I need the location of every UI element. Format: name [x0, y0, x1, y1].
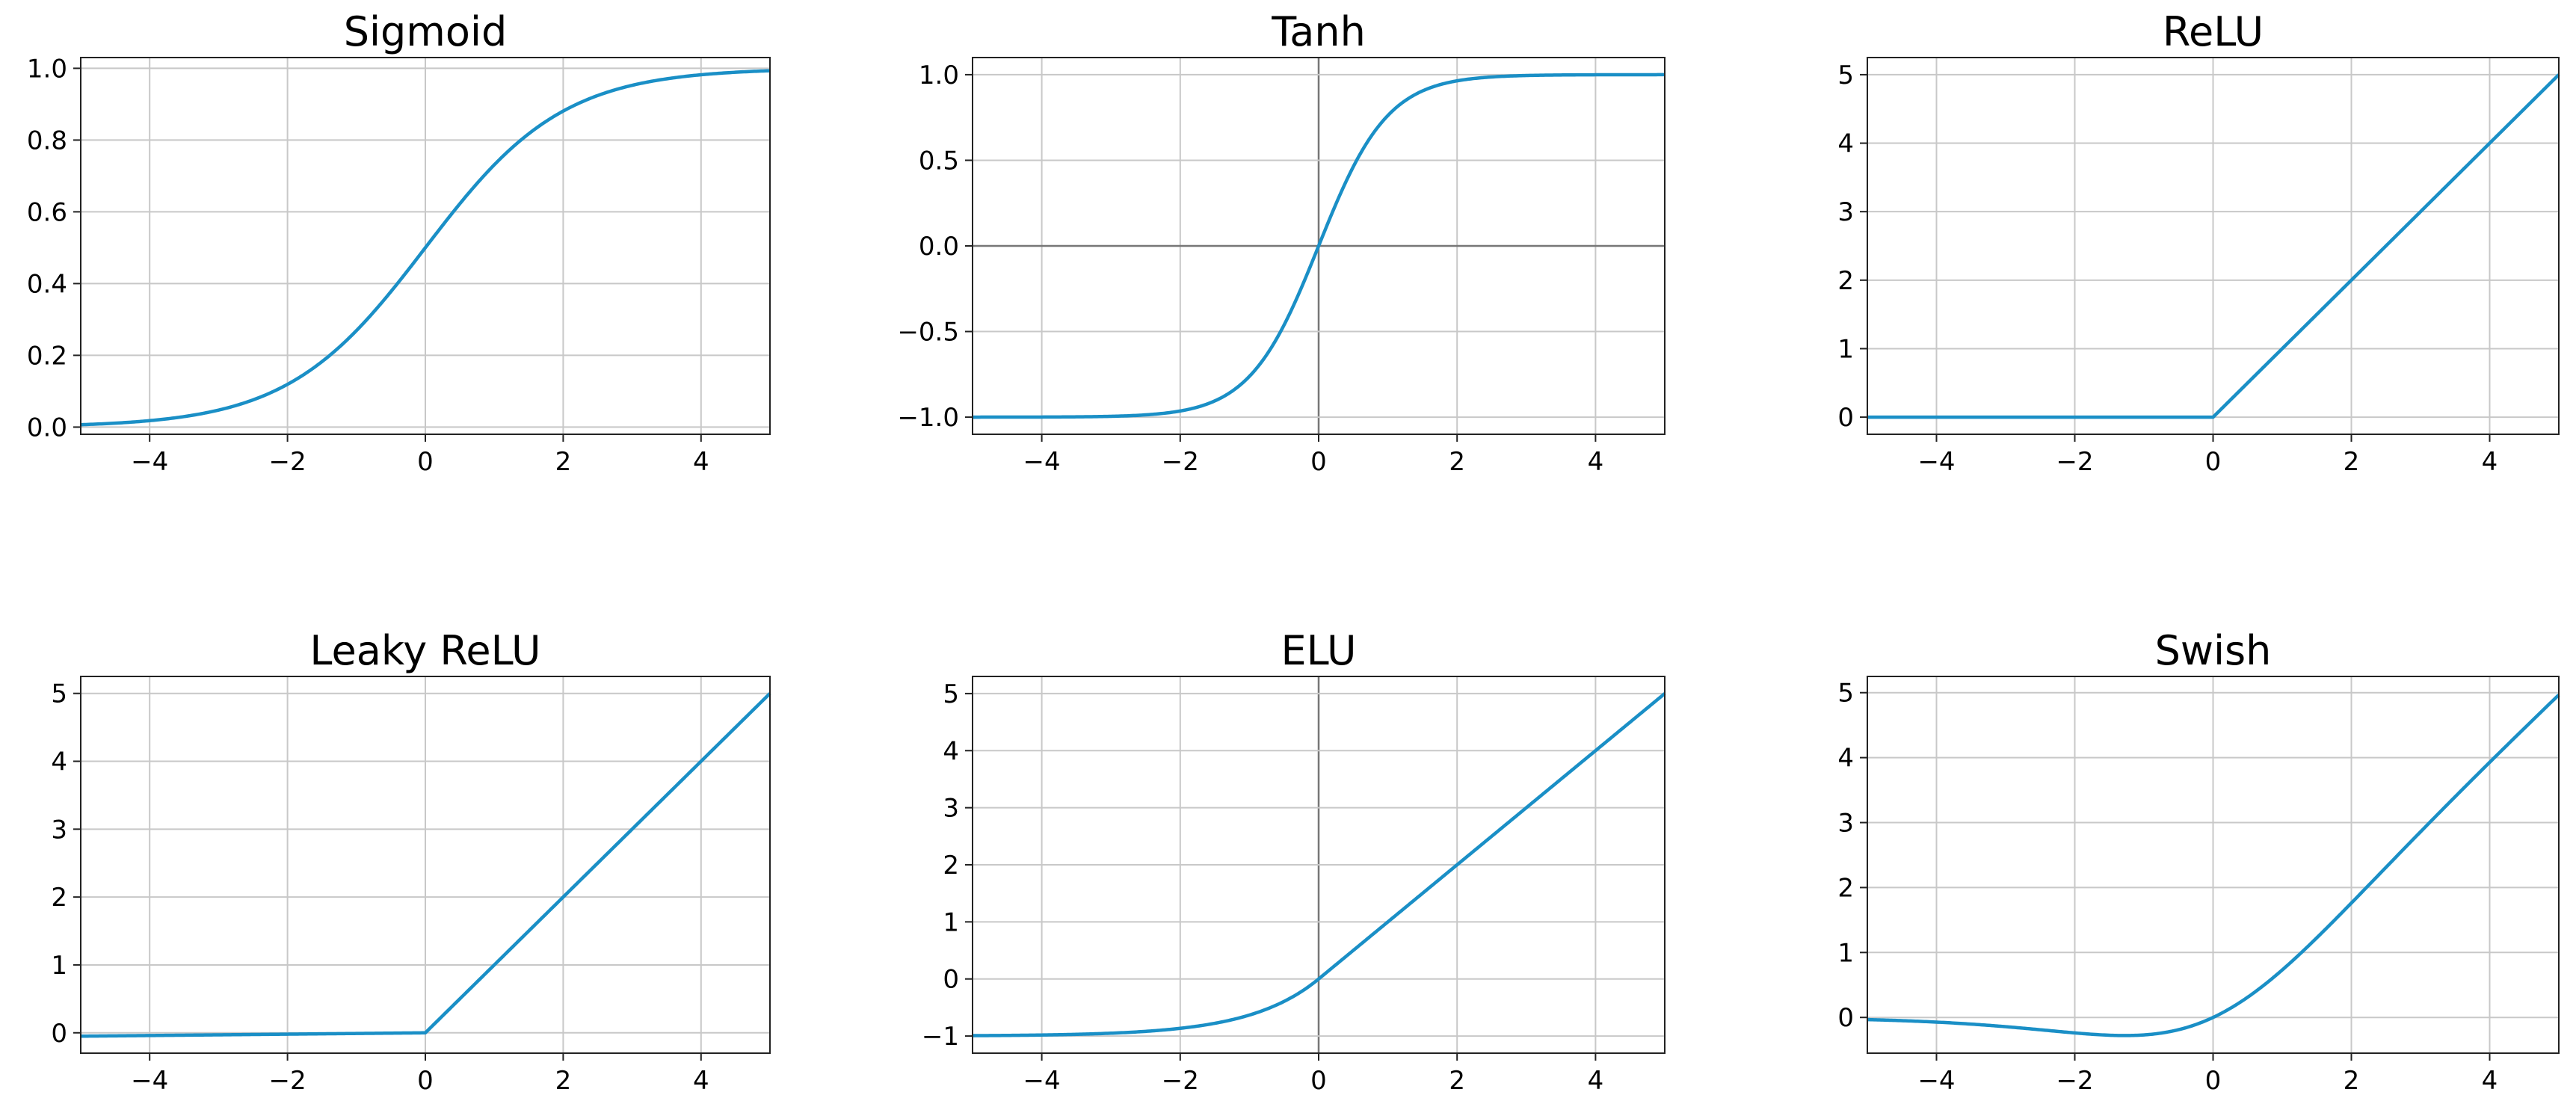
series-line [1867, 73, 2560, 419]
y-tick-label: 3 [943, 794, 959, 824]
y-tick-label: 0.8 [27, 126, 67, 155]
x-tick-label: 0 [2205, 447, 2222, 477]
y-tick-label: 5 [51, 679, 67, 709]
x-tick-label: 4 [693, 1066, 709, 1096]
y-tick-label: 1 [1837, 938, 1854, 968]
x-tick-label: −2 [1162, 447, 1199, 477]
chart-title: ELU [1281, 627, 1356, 674]
y-tick-label: 1 [943, 907, 959, 937]
y-tick-label: −1.0 [897, 403, 959, 433]
subplot-elu: −4 −2 0 2 4 −1 0 1 2 3 4 5 ELU [922, 627, 1666, 1096]
y-tick-label: 4 [51, 747, 67, 777]
x-tick-label: 4 [1588, 447, 1604, 477]
series-line [973, 73, 1665, 419]
y-tick-label: −0.5 [897, 318, 959, 348]
y-tick-label: 4 [943, 736, 959, 766]
x-tick-label: −4 [131, 447, 168, 477]
x-tick-label: 0 [2205, 1066, 2222, 1096]
x-tick-label: 2 [1449, 1066, 1465, 1096]
series-line [80, 692, 771, 1038]
y-tick-label: 5 [1837, 61, 1854, 90]
y-tick-label: 5 [1837, 679, 1854, 709]
y-tick-label: −1 [922, 1022, 959, 1052]
x-tick-label: −4 [131, 1066, 168, 1096]
x-tick-label: 0 [417, 447, 434, 477]
chart-title: ReLU [2163, 8, 2264, 55]
y-tick-label: 0.0 [27, 413, 67, 442]
x-tick-label: −4 [1023, 447, 1061, 477]
chart-title: Tanh [1271, 8, 1366, 55]
subplot-swish: −4 −2 0 2 4 0 1 2 3 4 5 Swish [1837, 627, 2560, 1096]
y-tick-label: 2 [1837, 873, 1854, 903]
y-tick-label: 0 [943, 965, 959, 995]
x-tick-label: 2 [555, 1066, 572, 1096]
y-tick-label: 0.6 [27, 197, 67, 227]
subplot-sigmoid: −4 −2 0 2 4 0.0 0.2 0.4 0.6 0.8 1.0 Sigmoid [27, 8, 771, 477]
x-tick-label: −4 [1917, 1066, 1955, 1096]
x-tick-label: −4 [1023, 1066, 1061, 1096]
y-tick-label: 1 [1837, 334, 1854, 364]
x-tick-label: 4 [1588, 1066, 1604, 1096]
x-tick-label: 2 [2344, 1066, 2360, 1096]
x-tick-label: 4 [2482, 447, 2498, 477]
x-tick-label: −2 [269, 1066, 306, 1096]
x-tick-label: 0 [417, 1066, 434, 1096]
x-tick-label: 0 [1310, 447, 1327, 477]
subplot-leaky_relu: −4 −2 0 2 4 0 1 2 3 4 5 Leaky ReLU [51, 627, 771, 1096]
y-tick-label: 2 [1837, 266, 1854, 296]
subplot-relu: −4 −2 0 2 4 0 1 2 3 4 5 ReLU [1837, 8, 2560, 477]
subplot-tanh: −4 −2 0 2 4 −1.0 −0.5 0.0 0.5 1.0 Tanh [897, 8, 1666, 477]
y-tick-label: 0 [1837, 1003, 1854, 1033]
y-tick-label: 2 [943, 851, 959, 881]
series-line [1867, 694, 2560, 1037]
y-tick-label: 0.2 [27, 341, 67, 371]
x-tick-label: −2 [269, 447, 306, 477]
y-tick-label: 3 [1837, 809, 1854, 839]
chart-title: Sigmoid [344, 8, 507, 55]
y-tick-label: 0.5 [919, 146, 959, 176]
y-tick-label: 3 [1837, 197, 1854, 227]
x-tick-label: 2 [555, 447, 572, 477]
y-tick-label: 4 [1837, 744, 1854, 774]
x-tick-label: −2 [2056, 1066, 2093, 1096]
y-tick-label: 1.0 [27, 54, 67, 84]
y-tick-label: 5 [943, 679, 959, 709]
y-tick-label: 0.0 [919, 232, 959, 262]
y-tick-label: 1 [51, 951, 67, 981]
chart-title: Leaky ReLU [309, 627, 540, 674]
y-tick-label: 3 [51, 815, 67, 845]
x-tick-label: 4 [693, 447, 709, 477]
series-line [972, 692, 1666, 1037]
y-tick-label: 0.4 [27, 269, 67, 299]
x-tick-label: −2 [1162, 1066, 1199, 1096]
y-tick-label: 2 [51, 883, 67, 913]
y-tick-label: 0 [51, 1019, 67, 1049]
y-tick-label: 1.0 [919, 61, 959, 90]
x-tick-label: −4 [1917, 447, 1955, 477]
x-tick-label: 4 [2482, 1066, 2498, 1096]
x-tick-label: 0 [1310, 1066, 1327, 1096]
x-tick-label: −2 [2056, 447, 2093, 477]
y-tick-label: 0 [1837, 403, 1854, 433]
y-tick-label: 4 [1837, 129, 1854, 159]
chart-title: Swish [2155, 627, 2272, 674]
x-tick-label: 2 [2344, 447, 2360, 477]
series-line [80, 69, 771, 427]
x-tick-label: 2 [1449, 447, 1465, 477]
